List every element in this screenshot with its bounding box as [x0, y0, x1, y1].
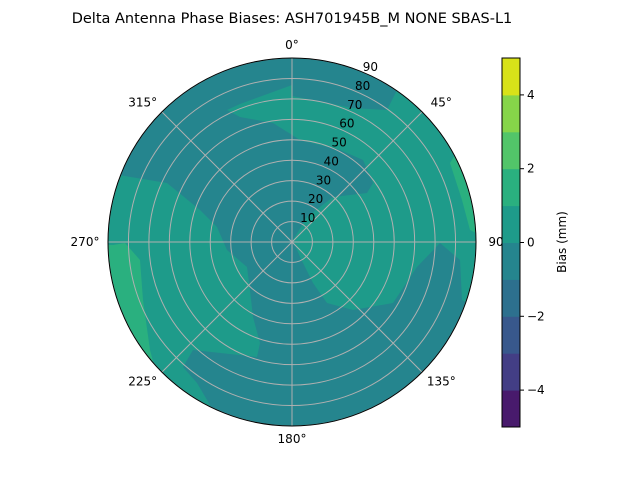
grid-spoke [161, 241, 293, 373]
colorbar-tick-label: 2 [527, 162, 535, 176]
r-tick-label: 20 [308, 192, 323, 206]
colorbar-segment [502, 353, 520, 391]
theta-tick-label: 225° [128, 374, 157, 388]
colorbar-tick-label: 0 [527, 236, 535, 250]
r-tick-label: 30 [316, 173, 331, 187]
polar-grid [108, 58, 476, 426]
r-tick-label: 10 [300, 211, 315, 225]
r-tick-label: 40 [324, 154, 339, 168]
theta-tick-label: 0° [285, 38, 299, 52]
r-tick-label: 70 [347, 98, 362, 112]
contour-field [108, 58, 476, 426]
colorbar-tick-label: 4 [527, 88, 535, 102]
colorbar-segment [502, 131, 520, 170]
grid-spoke [291, 241, 423, 373]
grid-spoke [161, 111, 293, 243]
colorbar-label: Bias (mm) [555, 211, 569, 273]
colorbar-segment [502, 94, 520, 133]
colorbar [502, 58, 520, 428]
colorbar-segment [502, 205, 520, 243]
theta-tick-label: 315° [128, 96, 157, 110]
polar-frame [107, 57, 477, 427]
r-tick-label: 50 [331, 136, 346, 150]
colorbar-segment [502, 242, 520, 280]
colorbar-ticks: −4 −2 0 2 4 [520, 88, 545, 397]
colorbar-segment [502, 316, 520, 354]
theta-tick-label: 135° [427, 374, 456, 388]
r-tick-labels: 10 20 30 40 50 60 70 80 90 [300, 60, 378, 225]
grid-spoke [291, 111, 423, 243]
colorbar-tick-label: −2 [527, 309, 545, 323]
theta-tick-label: 180° [278, 432, 307, 446]
r-tick-label: 60 [339, 117, 354, 131]
contour-level-0-1-east [227, 60, 476, 320]
colorbar-tick-label: −4 [527, 383, 545, 397]
theta-tick-label: 45° [431, 96, 452, 110]
colorbar-segment [502, 390, 520, 428]
r-tick-label: 80 [355, 79, 370, 93]
theta-tick-label: 270° [71, 235, 100, 249]
colorbar-segment [502, 168, 520, 207]
chart-title: Delta Antenna Phase Biases: ASH701945B_M… [72, 11, 513, 27]
colorbar-segment [502, 279, 520, 317]
theta-tick-labels: 0°45°90°135°180°225°270°315° [71, 38, 510, 446]
colorbar-segment [502, 58, 520, 96]
r-tick-label: 90 [363, 60, 378, 74]
